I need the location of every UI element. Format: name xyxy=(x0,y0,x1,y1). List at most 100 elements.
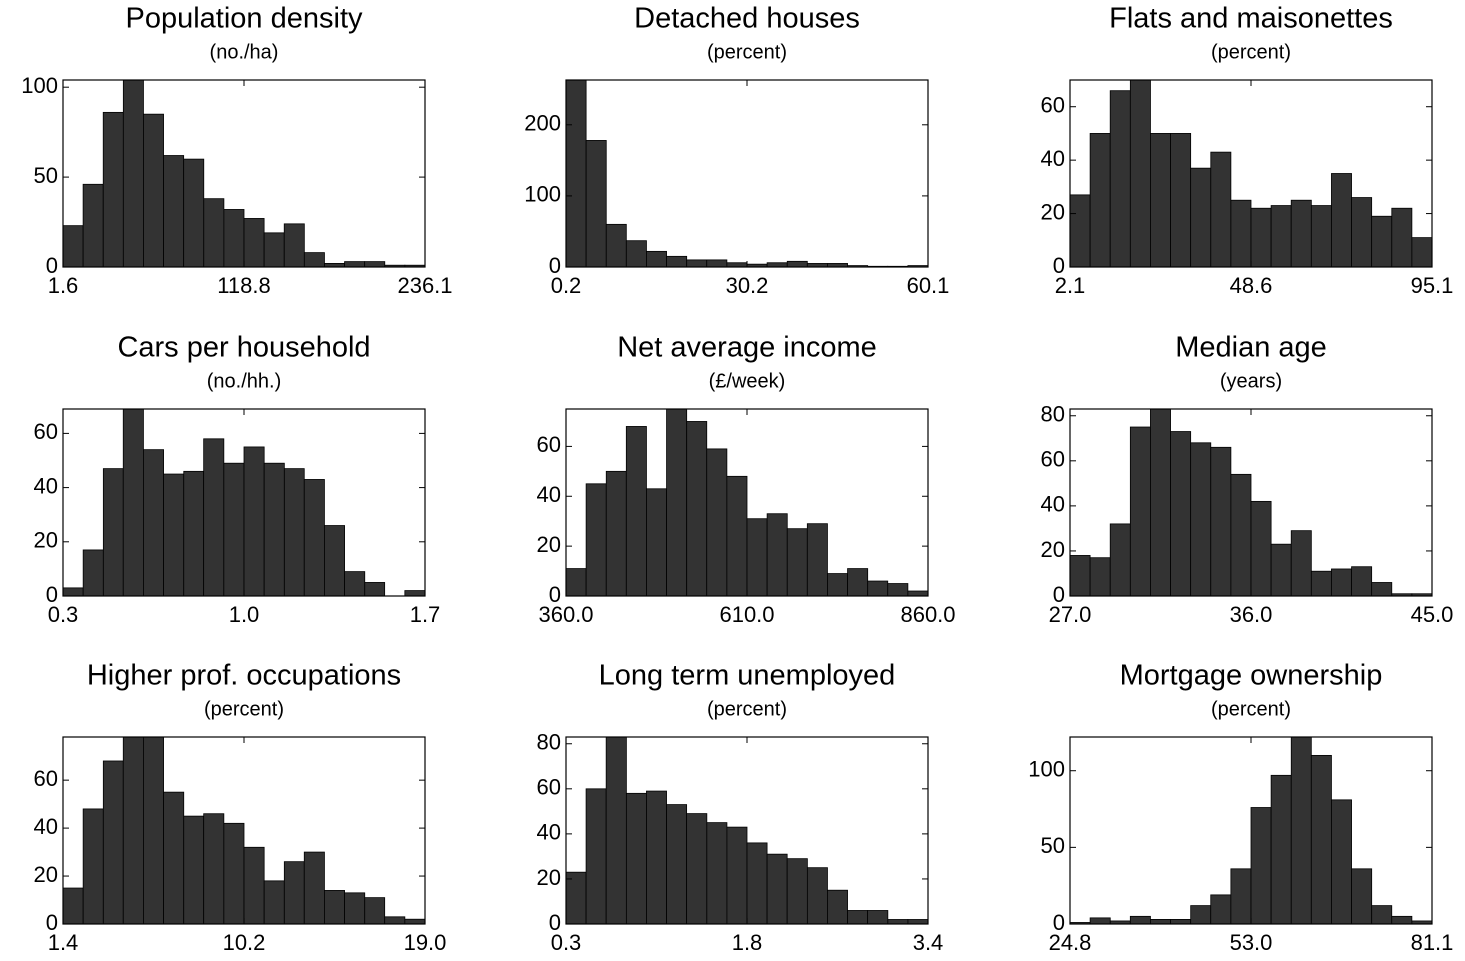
bar xyxy=(766,853,788,925)
chart-subtitle: (percent) xyxy=(1211,41,1291,63)
chart-title: Detached houses xyxy=(634,3,860,35)
bar xyxy=(303,479,325,597)
bar xyxy=(122,408,144,597)
bar xyxy=(283,223,305,268)
bar xyxy=(1190,167,1212,268)
bar xyxy=(1290,530,1312,597)
y-tick-label: 80 xyxy=(1041,402,1065,427)
bar xyxy=(806,867,828,925)
chart-subtitle: (£/week) xyxy=(709,370,786,392)
bar xyxy=(303,252,325,268)
y-tick-label: 0 xyxy=(549,910,561,935)
x-tick-label: 81.1 xyxy=(1411,930,1454,955)
y-tick-label: 20 xyxy=(537,865,561,890)
bar xyxy=(1391,207,1413,268)
bar xyxy=(1089,133,1111,268)
bar xyxy=(887,919,909,925)
chart-subtitle: (percent) xyxy=(1211,698,1291,720)
y-tick-label: 60 xyxy=(537,775,561,800)
x-tick-label: 60.1 xyxy=(907,273,950,298)
x-tick-label: 236.1 xyxy=(397,273,452,298)
chart-title: Population density xyxy=(126,3,363,35)
x-tick-label: 3.4 xyxy=(913,930,944,955)
bar xyxy=(223,462,245,597)
bar xyxy=(324,890,345,925)
bar xyxy=(82,808,104,925)
bar xyxy=(646,250,667,268)
bar xyxy=(585,788,607,925)
bar xyxy=(806,523,828,597)
bar xyxy=(646,790,667,925)
chart-title: Cars per household xyxy=(117,332,370,364)
chart-subtitle: (percent) xyxy=(204,698,284,720)
y-tick-label: 40 xyxy=(34,814,58,839)
chart-subtitle: (years) xyxy=(1220,370,1282,392)
bar xyxy=(364,582,386,597)
bar xyxy=(706,822,728,925)
bar xyxy=(1089,917,1111,925)
y-tick-label: 0 xyxy=(46,253,58,278)
bar xyxy=(746,518,768,597)
bar xyxy=(827,573,848,597)
bar xyxy=(887,583,909,597)
bar xyxy=(263,232,285,268)
bar xyxy=(1391,915,1413,925)
x-tick-label: 0.2 xyxy=(551,273,582,298)
y-tick-label: 100 xyxy=(524,182,561,207)
x-tick-label: 0.3 xyxy=(551,930,582,955)
x-tick-label: 1.4 xyxy=(48,930,79,955)
x-tick-label: 36.0 xyxy=(1230,602,1273,627)
bar xyxy=(625,426,647,597)
bar xyxy=(1210,151,1232,268)
bar xyxy=(1331,568,1352,597)
bar xyxy=(1250,500,1272,597)
bar xyxy=(223,822,245,925)
bar xyxy=(1129,426,1151,597)
y-tick-label: 50 xyxy=(1041,833,1065,858)
bar xyxy=(344,892,366,925)
bar xyxy=(1170,431,1192,597)
bar xyxy=(122,79,144,268)
bar xyxy=(324,525,345,597)
bar xyxy=(243,446,265,597)
bar xyxy=(62,587,84,597)
bar xyxy=(203,813,225,925)
bar xyxy=(102,468,124,597)
bar xyxy=(1371,905,1393,925)
chart-subtitle: (percent) xyxy=(707,698,787,720)
bar xyxy=(666,804,688,925)
bar xyxy=(1270,543,1292,597)
chart-subtitle: (no./hh.) xyxy=(207,370,281,392)
bar xyxy=(686,813,708,925)
x-tick-label: 0.3 xyxy=(48,602,79,627)
bar xyxy=(1190,905,1212,925)
bar xyxy=(585,140,607,268)
x-tick-label: 48.6 xyxy=(1230,273,1273,298)
bar xyxy=(706,448,728,597)
y-tick-label: 0 xyxy=(549,253,561,278)
bar xyxy=(565,871,587,925)
bar xyxy=(62,887,84,925)
y-tick-label: 200 xyxy=(524,111,561,136)
y-tick-label: 20 xyxy=(34,528,58,553)
x-tick-label: 2.1 xyxy=(1055,273,1086,298)
bar xyxy=(1310,570,1332,597)
bar xyxy=(183,158,205,268)
bar xyxy=(1190,442,1212,597)
bar xyxy=(827,889,848,925)
y-tick-label: 0 xyxy=(46,582,58,607)
bar xyxy=(1109,523,1131,597)
x-tick-label: 360.0 xyxy=(538,602,593,627)
bar xyxy=(726,262,748,268)
bar xyxy=(404,918,426,925)
bar xyxy=(203,438,225,597)
bar xyxy=(605,736,627,925)
y-tick-label: 60 xyxy=(34,766,58,791)
bar xyxy=(82,549,104,597)
bar xyxy=(1069,194,1091,268)
bar xyxy=(786,858,808,925)
bar xyxy=(786,260,808,268)
y-tick-label: 60 xyxy=(537,432,561,457)
x-tick-label: 118.8 xyxy=(217,273,270,298)
